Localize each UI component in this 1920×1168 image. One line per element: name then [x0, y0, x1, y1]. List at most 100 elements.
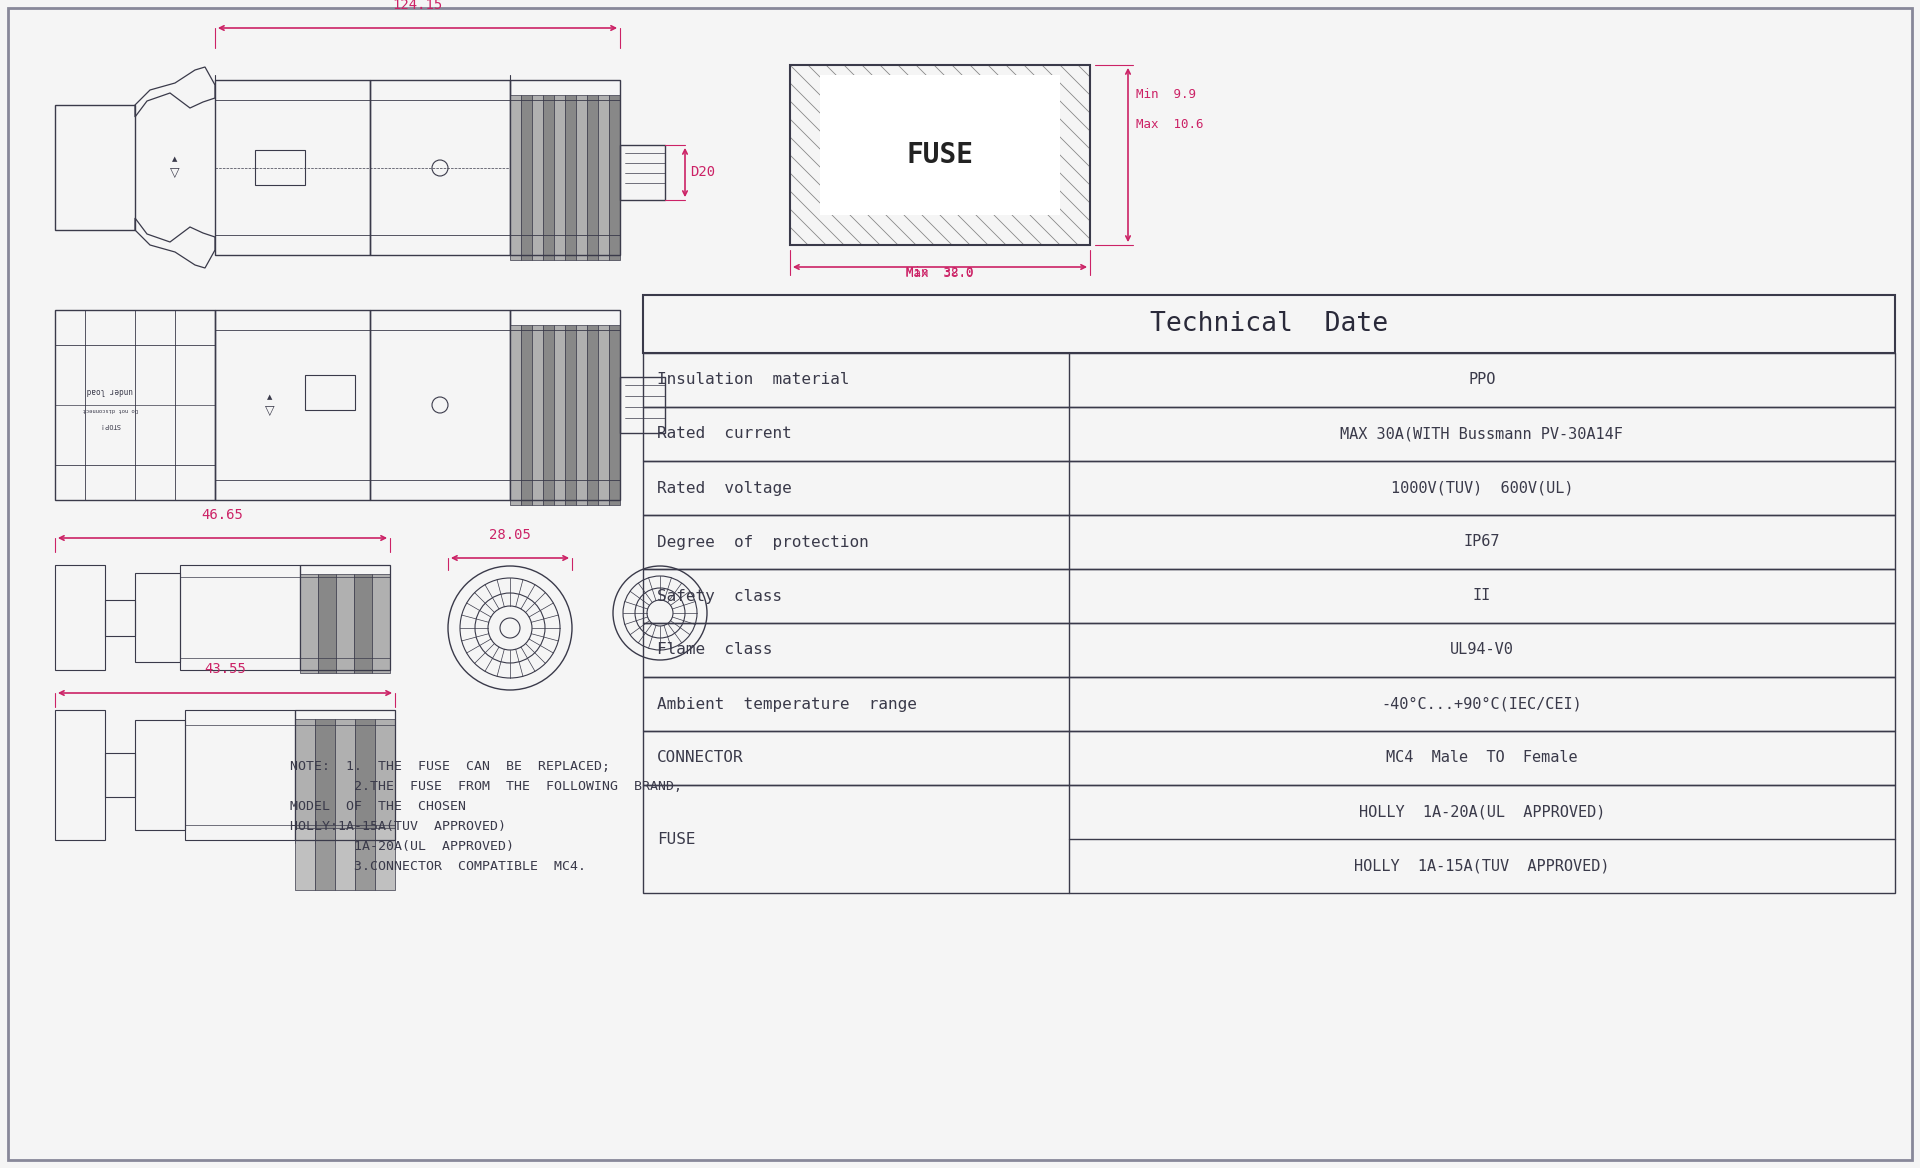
- Bar: [336, 573, 353, 673]
- Bar: [564, 95, 576, 260]
- Text: 28.05: 28.05: [490, 528, 532, 542]
- Bar: [255, 150, 305, 185]
- Bar: [609, 325, 620, 505]
- Bar: [106, 753, 134, 797]
- Bar: [609, 95, 620, 260]
- Bar: [334, 828, 355, 890]
- Bar: [643, 515, 1895, 569]
- Text: ▲: ▲: [173, 157, 179, 162]
- Bar: [789, 65, 1091, 245]
- Text: Flame  class: Flame class: [657, 642, 772, 658]
- Bar: [620, 377, 664, 433]
- Bar: [56, 105, 134, 230]
- Bar: [576, 95, 588, 260]
- Text: 46.65: 46.65: [202, 508, 244, 522]
- Bar: [643, 461, 1895, 515]
- Bar: [56, 710, 106, 840]
- Text: FUSE: FUSE: [906, 141, 973, 169]
- Text: Min  9.9: Min 9.9: [1137, 89, 1196, 102]
- Bar: [334, 719, 355, 843]
- Bar: [820, 75, 1060, 215]
- Bar: [643, 677, 1895, 731]
- Bar: [643, 569, 1895, 623]
- Bar: [643, 623, 1895, 677]
- Text: CONNECTOR: CONNECTOR: [657, 751, 743, 765]
- Bar: [300, 565, 390, 670]
- Text: MC4  Male  TO  Female: MC4 Male TO Female: [1386, 751, 1578, 765]
- Bar: [315, 828, 334, 890]
- Bar: [134, 719, 184, 830]
- Text: under load: under load: [86, 385, 132, 395]
- Text: NOTE:  1.  THE  FUSE  CAN  BE  REPLACED;
        2.THE  FUSE  FROM  THE  FOLLOWI: NOTE: 1. THE FUSE CAN BE REPLACED; 2.THE…: [290, 760, 682, 872]
- Bar: [597, 325, 609, 505]
- Text: 43.55: 43.55: [204, 662, 246, 676]
- Text: Max  38.0: Max 38.0: [906, 267, 973, 280]
- Bar: [374, 719, 396, 843]
- Text: HOLLY  1A-15A(TUV  APPROVED): HOLLY 1A-15A(TUV APPROVED): [1354, 858, 1609, 874]
- Text: Technical  Date: Technical Date: [1150, 311, 1388, 338]
- Bar: [355, 719, 374, 843]
- Text: MAX 30A(WITH Bussmann PV-30A14F: MAX 30A(WITH Bussmann PV-30A14F: [1340, 426, 1622, 442]
- Bar: [56, 565, 106, 670]
- Bar: [511, 79, 620, 255]
- Bar: [555, 325, 564, 505]
- Bar: [319, 573, 336, 673]
- Bar: [532, 95, 543, 260]
- Text: 124.15: 124.15: [392, 0, 444, 12]
- Text: D20: D20: [689, 166, 714, 180]
- Bar: [215, 79, 371, 255]
- Bar: [374, 828, 396, 890]
- Bar: [371, 79, 511, 255]
- Text: ▽: ▽: [265, 403, 275, 417]
- Bar: [588, 95, 597, 260]
- Bar: [355, 828, 374, 890]
- Text: FUSE: FUSE: [657, 832, 695, 847]
- Bar: [620, 145, 664, 200]
- Bar: [543, 95, 555, 260]
- Text: -40°C...+90°C(IEC/CEI): -40°C...+90°C(IEC/CEI): [1382, 696, 1582, 711]
- Text: Insulation  material: Insulation material: [657, 373, 849, 388]
- Bar: [300, 573, 319, 673]
- Bar: [106, 599, 134, 635]
- Bar: [56, 310, 215, 500]
- Bar: [643, 296, 1895, 353]
- Bar: [184, 710, 296, 840]
- Bar: [532, 325, 543, 505]
- Bar: [296, 710, 396, 840]
- Bar: [543, 325, 555, 505]
- Text: 1000V(TUV)  600V(UL): 1000V(TUV) 600V(UL): [1390, 480, 1572, 495]
- Bar: [564, 325, 576, 505]
- Text: ▲: ▲: [267, 394, 273, 399]
- Bar: [643, 406, 1895, 461]
- Bar: [511, 310, 620, 500]
- Bar: [305, 375, 355, 410]
- Bar: [511, 95, 520, 260]
- Bar: [296, 828, 315, 890]
- Text: Rated  current: Rated current: [657, 426, 791, 442]
- Bar: [643, 785, 1895, 894]
- Bar: [555, 95, 564, 260]
- Bar: [215, 310, 371, 500]
- Bar: [643, 353, 1895, 406]
- Bar: [576, 325, 588, 505]
- Bar: [372, 573, 390, 673]
- Bar: [371, 310, 511, 500]
- Bar: [520, 95, 532, 260]
- Bar: [134, 573, 180, 662]
- Bar: [511, 325, 520, 505]
- Bar: [597, 95, 609, 260]
- Text: II: II: [1473, 589, 1492, 604]
- Text: UL94-V0: UL94-V0: [1450, 642, 1513, 658]
- Text: HOLLY  1A-20A(UL  APPROVED): HOLLY 1A-20A(UL APPROVED): [1359, 805, 1605, 820]
- Bar: [353, 573, 372, 673]
- Bar: [588, 325, 597, 505]
- Text: IP67: IP67: [1463, 535, 1500, 549]
- Bar: [520, 325, 532, 505]
- Text: Rated  voltage: Rated voltage: [657, 480, 791, 495]
- Text: Min  32.0: Min 32.0: [906, 266, 973, 279]
- Text: PPO: PPO: [1469, 373, 1496, 388]
- Text: Degree  of  protection: Degree of protection: [657, 535, 868, 549]
- Bar: [643, 731, 1895, 785]
- Text: Ambient  temperature  range: Ambient temperature range: [657, 696, 918, 711]
- Text: STOP!: STOP!: [100, 422, 121, 427]
